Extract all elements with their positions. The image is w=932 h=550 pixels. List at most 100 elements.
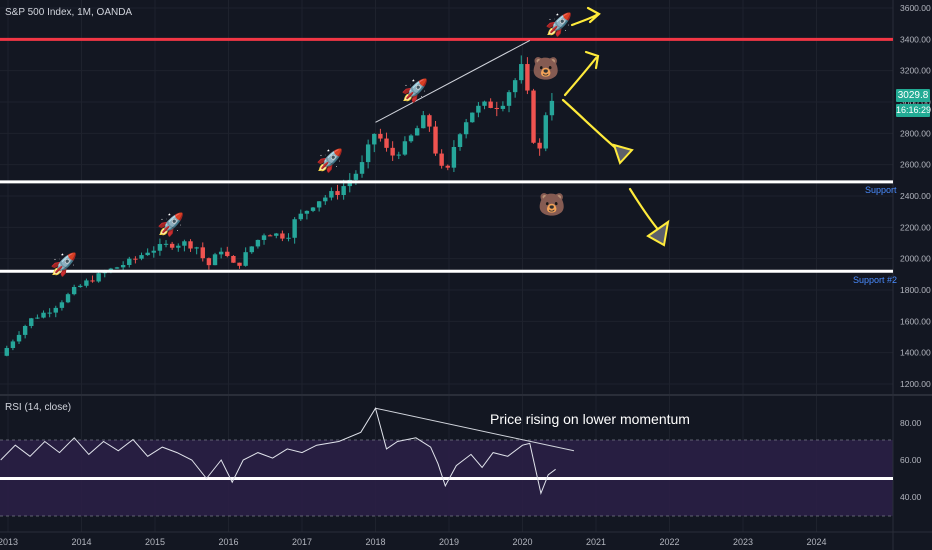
candle-body (329, 191, 334, 198)
rsi-line (0, 406, 556, 496)
arrow-up-top (570, 6, 601, 27)
candle-body (145, 252, 150, 256)
candle-body (90, 280, 95, 282)
rocket-icon: 🚀 (401, 78, 428, 103)
candle-body (316, 201, 322, 208)
price-tick-label: 1800.00 (900, 285, 931, 295)
candle-body (249, 246, 254, 253)
rocket-markers: 🚀 🚀 🚀 🚀 🚀 (50, 12, 572, 277)
candle-body (4, 348, 9, 356)
candle-body (16, 334, 22, 342)
rsi-trendline (375, 407, 575, 452)
candle-body (470, 112, 475, 123)
candle-body (84, 280, 89, 286)
candle-body (212, 254, 218, 266)
arrowhead-first (612, 143, 634, 165)
candle-body (243, 252, 248, 266)
candle-body (182, 241, 187, 246)
price-axis-ticks: 1200.00 1400.00 1600.00 1800.00 2000.00 2200.… (900, 3, 931, 389)
time-tick-label: 2024 (806, 537, 826, 547)
candle-body (341, 186, 346, 195)
time-tick-label: 2017 (292, 537, 312, 547)
arrow-down-first (561, 98, 620, 152)
trendlines (375, 39, 575, 452)
rsi-title: RSI (14, close) (5, 402, 72, 413)
candle-body (310, 207, 316, 211)
candle-body (323, 197, 328, 202)
time-tick-label: 2019 (439, 537, 459, 547)
candle-body (353, 173, 359, 180)
candle-body (133, 258, 138, 260)
price-trendline (375, 39, 531, 123)
candle-body (445, 165, 450, 168)
candle-body (408, 135, 414, 142)
candle-body (96, 273, 101, 282)
candle-body (298, 213, 303, 220)
time-tick-label: 2020 (512, 537, 532, 547)
candle-body (78, 285, 83, 287)
candle-body (65, 294, 71, 303)
candle-body (414, 128, 420, 136)
price-tick-label: 3600.00 (900, 3, 931, 13)
time-tick-label: 2014 (71, 537, 91, 547)
time-tick-label: 2021 (586, 537, 606, 547)
candle-body (206, 258, 212, 266)
candle-body (519, 64, 524, 81)
candle-body (237, 262, 242, 266)
candle-body (139, 255, 144, 259)
candle-body (543, 115, 548, 149)
candle-body (176, 245, 181, 248)
candle-body (35, 317, 40, 319)
bear-icon: 🐻 (532, 55, 559, 81)
rsi-tick-label: 40.00 (900, 492, 922, 502)
candle-body (29, 318, 34, 326)
candle-body (151, 250, 156, 253)
candle-body (304, 210, 310, 214)
candle-body (512, 80, 518, 93)
candle-body (261, 235, 267, 240)
candle-body (335, 191, 340, 195)
price-tick-label: 2000.00 (900, 254, 931, 264)
candle-body (549, 100, 555, 116)
candle-body (488, 101, 493, 108)
candle-body (439, 153, 444, 166)
candle-body (457, 134, 463, 147)
price-tick-label: 2200.00 (900, 222, 931, 232)
price-tick-label: 2600.00 (900, 160, 931, 170)
candle-body (71, 286, 77, 295)
rocket-icon: 🚀 (545, 12, 572, 37)
bar-countdown-badge: 16:16:29 (896, 104, 932, 117)
time-tick-label: 2018 (365, 537, 385, 547)
candle-body (200, 247, 205, 259)
price-tick-label: 3000.00 (900, 97, 931, 107)
candle-body (372, 133, 377, 145)
support-label: Support (865, 185, 897, 195)
candle-body (169, 243, 175, 248)
rsi-tick-label: 80.00 (900, 418, 922, 428)
candle-body (500, 105, 506, 109)
candle-body (482, 101, 487, 106)
candle-body (476, 105, 481, 113)
candle-body (274, 233, 279, 236)
candle-body (494, 107, 499, 109)
time-tick-label: 2023 (733, 537, 753, 547)
candle-body (378, 133, 383, 139)
rsi-axis-ticks: 40.00 60.00 80.00 (900, 418, 922, 502)
candle-body (525, 64, 530, 91)
support2-label: Support #2 (853, 275, 898, 285)
candle-body (384, 138, 389, 148)
candle-body (127, 258, 132, 266)
time-tick-label: 2015 (145, 537, 165, 547)
horizontal-levels (0, 37, 893, 480)
time-axis-ticks: 2013 2014 2015 2016 2017 2018 2019 2020 2021 2022… (0, 537, 827, 547)
time-tick-label: 2022 (659, 537, 679, 547)
price-tick-label: 2800.00 (900, 128, 931, 138)
candle-body (390, 147, 395, 156)
candle-body (531, 90, 536, 143)
candle-body (188, 241, 193, 249)
arrow-up-mid (563, 50, 600, 97)
arrowhead-second (646, 219, 670, 247)
candle-body (47, 312, 52, 314)
time-tick-label: 2013 (0, 537, 18, 547)
bear-icon: 🐻 (538, 191, 565, 217)
